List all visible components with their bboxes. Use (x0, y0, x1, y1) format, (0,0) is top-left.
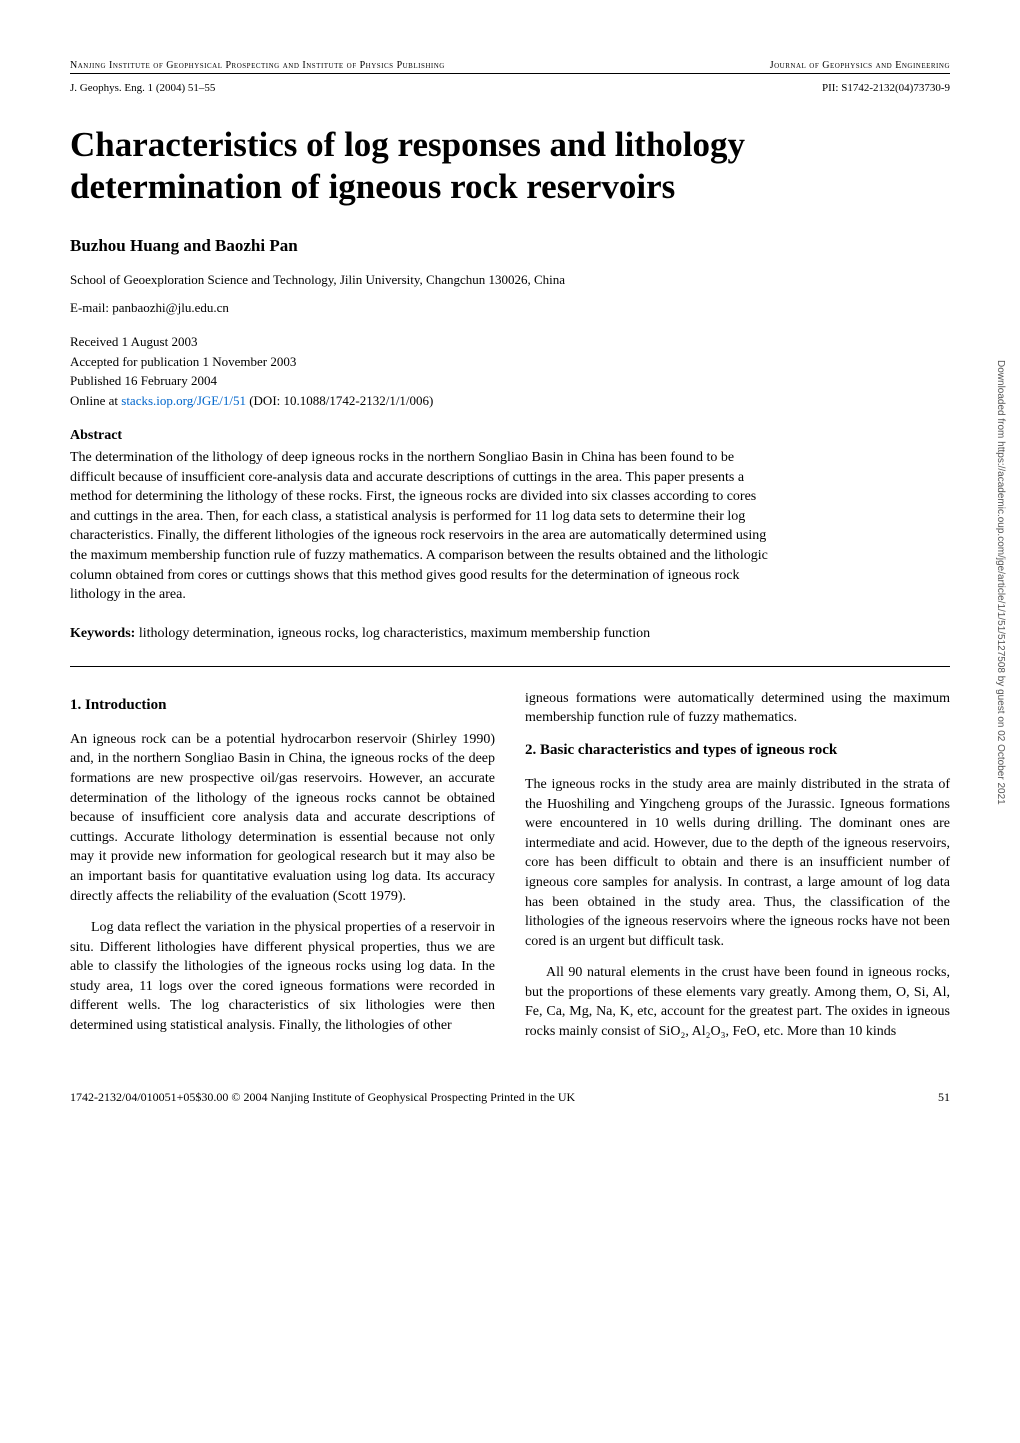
online-link[interactable]: stacks.iop.org/JGE/1/51 (121, 393, 246, 408)
section-1-heading: 1. Introduction (70, 695, 495, 716)
section-1-paragraph-3: igneous formations were automatically de… (525, 689, 950, 728)
page-number: 51 (938, 1090, 950, 1105)
keywords-block: Keywords: lithology determination, igneo… (70, 623, 770, 644)
citation-left: J. Geophys. Eng. 1 (2004) 51–55 (70, 82, 215, 94)
publisher-name: Nanjing Institute of Geophysical Prospec… (70, 60, 445, 71)
left-column: 1. Introduction An igneous rock can be a… (70, 689, 495, 1054)
affiliation: School of Geoexploration Science and Tec… (70, 272, 950, 288)
keywords-text: lithology determination, igneous rocks, … (135, 626, 650, 641)
section-divider (70, 666, 950, 667)
download-watermark: Downloaded from https://academic.oup.com… (995, 360, 1006, 805)
abstract-heading: Abstract (70, 428, 950, 444)
online-prefix: Online at (70, 393, 121, 408)
journal-name: Journal of Geophysics and Engineering (770, 60, 950, 71)
accepted-date: Accepted for publication 1 November 2003 (70, 352, 950, 372)
publication-dates: Received 1 August 2003 Accepted for publ… (70, 332, 950, 410)
copyright-line: 1742-2132/04/010051+05$30.00 © 2004 Nanj… (70, 1090, 575, 1105)
section-1-paragraph-1: An igneous rock can be a potential hydro… (70, 730, 495, 906)
two-column-body: 1. Introduction An igneous rock can be a… (70, 689, 950, 1054)
keywords-label: Keywords: (70, 626, 135, 641)
right-column: igneous formations were automatically de… (525, 689, 950, 1054)
section-2-paragraph-2: All 90 natural elements in the crust hav… (525, 963, 950, 1041)
article-title: Characteristics of log responses and lit… (70, 124, 950, 208)
section-2-heading: 2. Basic characteristics and types of ig… (525, 740, 950, 761)
section-2-paragraph-1: The igneous rocks in the study area are … (525, 775, 950, 951)
authors: Buzhou Huang and Baozhi Pan (70, 236, 950, 256)
section-1-paragraph-2: Log data reflect the variation in the ph… (70, 918, 495, 1036)
email: E-mail: panbaozhi@jlu.edu.cn (70, 300, 950, 316)
online-line: Online at stacks.iop.org/JGE/1/51 (DOI: … (70, 391, 950, 411)
abstract-text: The determination of the lithology of de… (70, 448, 770, 605)
page-footer: 1742-2132/04/010051+05$30.00 © 2004 Nanj… (70, 1090, 950, 1105)
journal-header: Nanjing Institute of Geophysical Prospec… (70, 60, 950, 74)
citation-pii: PII: S1742-2132(04)73730-9 (822, 82, 950, 94)
citation-line: J. Geophys. Eng. 1 (2004) 51–55 PII: S17… (70, 82, 950, 94)
published-date: Published 16 February 2004 (70, 371, 950, 391)
received-date: Received 1 August 2003 (70, 332, 950, 352)
online-suffix: (DOI: 10.1088/1742-2132/1/1/006) (246, 393, 433, 408)
